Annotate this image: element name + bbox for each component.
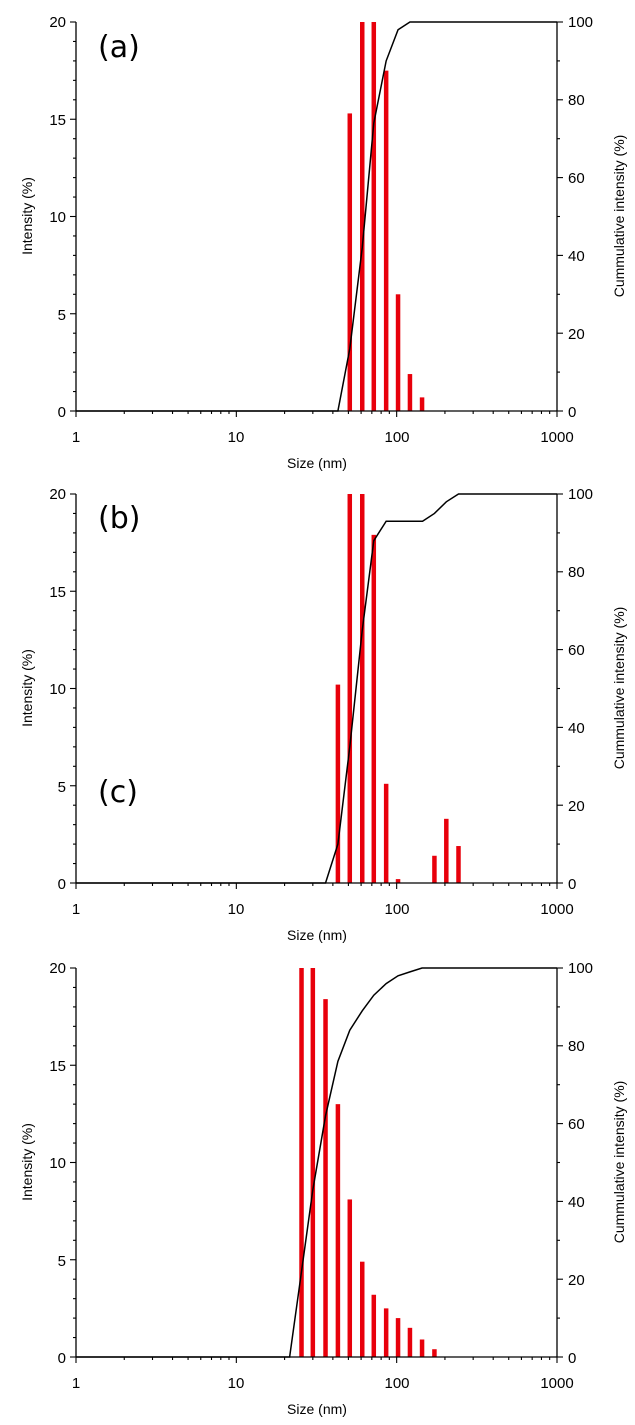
y2-axis-title: Cummulative intensity (%) xyxy=(611,135,627,298)
x-tick-label: 1 xyxy=(72,1375,80,1392)
y-tick-label: 5 xyxy=(58,779,66,796)
y2-tick-label: 0 xyxy=(568,1350,576,1367)
intensity-bar xyxy=(347,1199,353,1357)
y-tick-label: 15 xyxy=(49,1058,66,1075)
intensity-bar xyxy=(335,684,341,883)
intensity-bar xyxy=(456,846,461,883)
y2-tick-label: 100 xyxy=(568,486,593,503)
intensity-bar xyxy=(395,294,401,411)
panel-c: (c) Size (nm) Intensity (%) Cummulative … xyxy=(19,775,627,1417)
y2-tick-label: 0 xyxy=(568,404,576,421)
y2-tick-label: 40 xyxy=(568,720,585,737)
plot-marks xyxy=(70,21,563,417)
panel-a: (a) Size (nm) Intensity (%) Cummulative … xyxy=(19,14,627,471)
x-axis-title: Size (nm) xyxy=(287,455,347,471)
intensity-bar xyxy=(347,494,353,883)
cumulative-line xyxy=(76,493,557,884)
y2-tick-label: 60 xyxy=(568,642,585,659)
y-tick-label: 10 xyxy=(49,209,66,226)
y2-tick-label: 100 xyxy=(568,14,593,31)
y-tick-label: 15 xyxy=(49,112,66,129)
y2-tick-label: 60 xyxy=(568,1116,585,1133)
intensity-bar xyxy=(323,999,328,1357)
intensity-bar xyxy=(360,1261,365,1357)
y-tick-label: 20 xyxy=(49,486,66,503)
x-tick-label: 1 xyxy=(72,901,80,918)
intensity-bar xyxy=(407,374,413,411)
y-axis-title: Intensity (%) xyxy=(19,649,35,727)
intensity-bar xyxy=(432,1349,437,1357)
panel-b: (b) Size (nm) Intensity (%) Cummulative … xyxy=(19,486,627,943)
x-tick-label: 1000 xyxy=(540,901,573,918)
y-tick-label: 0 xyxy=(58,1350,66,1367)
intensity-bar xyxy=(432,855,437,883)
tick-labels: 1 10 100 1000 0 5 10 15 20 0 20 40 60 80… xyxy=(49,960,593,1392)
x-tick-label: 100 xyxy=(384,429,409,446)
intensity-bar xyxy=(360,494,365,883)
y2-tick-label: 40 xyxy=(568,248,585,265)
intensity-bar xyxy=(407,1327,413,1357)
plot-marks xyxy=(70,493,563,889)
y2-tick-label: 100 xyxy=(568,960,593,977)
y2-tick-label: 80 xyxy=(568,92,585,109)
x-tick-label: 1000 xyxy=(540,429,573,446)
intensity-bar xyxy=(371,1294,377,1357)
y2-tick-label: 0 xyxy=(568,876,576,893)
x-tick-label: 1 xyxy=(72,429,80,446)
x-tick-label: 100 xyxy=(384,1375,409,1392)
x-tick-label: 10 xyxy=(228,1375,245,1392)
y2-tick-label: 20 xyxy=(568,326,585,343)
y-tick-label: 0 xyxy=(58,404,66,421)
y-axis-title: Intensity (%) xyxy=(19,1123,35,1201)
x-axis-title: Size (nm) xyxy=(287,927,347,943)
panel-label: (a) xyxy=(98,30,140,65)
y2-tick-label: 20 xyxy=(568,1272,585,1289)
intensity-bar xyxy=(383,70,389,412)
intensity-bar xyxy=(444,818,449,883)
y2-tick-label: 80 xyxy=(568,1038,585,1055)
y-axis-title: Intensity (%) xyxy=(19,177,35,255)
y-tick-label: 5 xyxy=(58,307,66,324)
intensity-bar xyxy=(371,534,377,883)
intensity-bar xyxy=(419,397,425,411)
y-tick-label: 10 xyxy=(49,1155,66,1172)
cumulative-line xyxy=(76,967,557,1358)
intensity-bar xyxy=(335,1104,341,1357)
y2-axis-title: Cummulative intensity (%) xyxy=(611,607,627,770)
y-tick-label: 0 xyxy=(58,876,66,893)
intensity-bar xyxy=(371,22,377,411)
intensity-bar xyxy=(395,879,401,883)
x-tick-label: 10 xyxy=(228,429,245,446)
intensity-bar xyxy=(419,1339,425,1357)
x-axis-title: Size (nm) xyxy=(287,1401,347,1417)
intensity-bar xyxy=(383,1308,389,1358)
intensity-bar xyxy=(347,113,353,412)
y-tick-label: 10 xyxy=(49,681,66,698)
y2-axis-title: Cummulative intensity (%) xyxy=(611,1081,627,1244)
intensity-bar xyxy=(360,22,365,411)
tick-labels: 1 10 100 1000 0 5 10 15 20 0 20 40 60 80… xyxy=(49,14,593,446)
intensity-bar xyxy=(299,968,304,1357)
y2-tick-label: 20 xyxy=(568,798,585,815)
y-tick-label: 20 xyxy=(49,14,66,31)
tick-labels: 1 10 100 1000 0 5 10 15 20 0 20 40 60 80… xyxy=(49,486,593,918)
x-tick-label: 10 xyxy=(228,901,245,918)
x-tick-label: 100 xyxy=(384,901,409,918)
plot-marks xyxy=(70,967,563,1363)
panel-label: (b) xyxy=(98,501,140,536)
y2-tick-label: 80 xyxy=(568,564,585,581)
x-tick-label: 1000 xyxy=(540,1375,573,1392)
y2-tick-label: 40 xyxy=(568,1194,585,1211)
intensity-bar xyxy=(310,968,316,1357)
y-tick-label: 5 xyxy=(58,1253,66,1270)
intensity-bar xyxy=(383,783,389,883)
y2-tick-label: 60 xyxy=(568,170,585,187)
panel-label: (c) xyxy=(98,775,138,810)
cumulative-line xyxy=(76,21,557,412)
y-tick-label: 15 xyxy=(49,584,66,601)
intensity-bar xyxy=(395,1318,401,1357)
y-tick-label: 20 xyxy=(49,960,66,977)
